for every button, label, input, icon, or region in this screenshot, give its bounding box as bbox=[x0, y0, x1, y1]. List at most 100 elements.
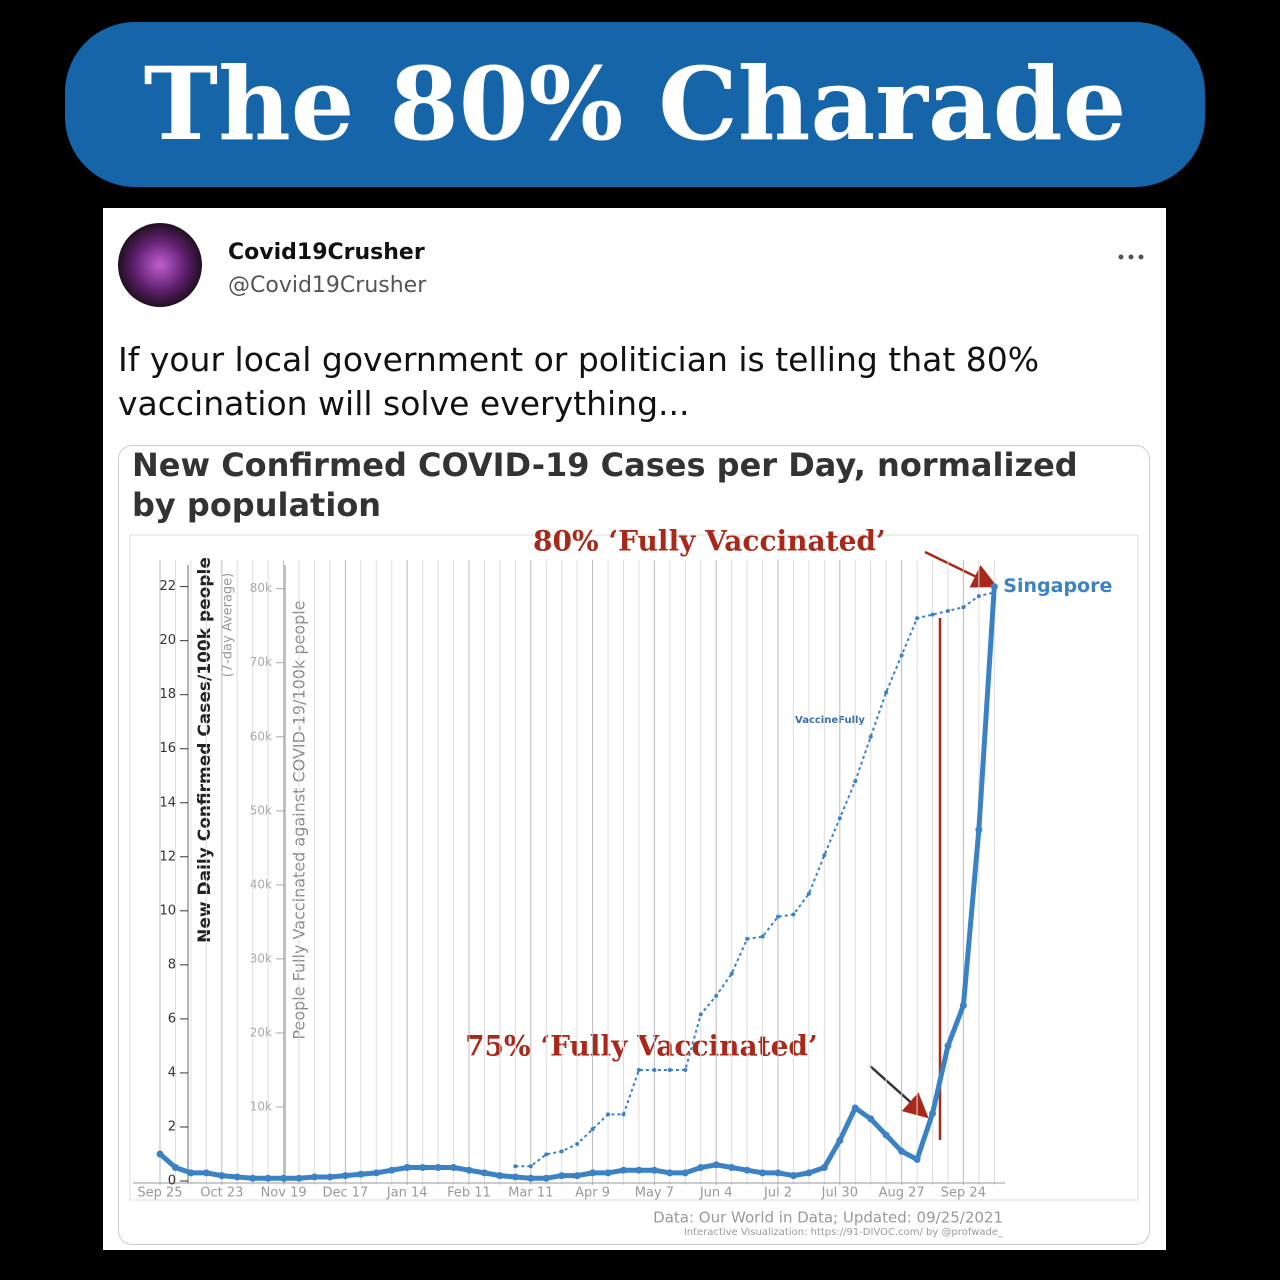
y2-tick-label: 80k bbox=[250, 581, 272, 595]
data-point bbox=[450, 1163, 458, 1171]
data-point bbox=[156, 1150, 164, 1158]
data-point bbox=[372, 1169, 380, 1177]
data-point bbox=[945, 608, 950, 613]
chart-title: New Confirmed COVID-19 Cases per Day, no… bbox=[132, 446, 1078, 524]
y-tick-label: 16 bbox=[159, 741, 176, 756]
data-point bbox=[311, 1173, 318, 1181]
data-point bbox=[712, 1161, 720, 1169]
data-point bbox=[635, 1166, 643, 1174]
y-axis-note: (7-day Average) bbox=[221, 573, 236, 678]
y-tick-label: 22 bbox=[159, 579, 176, 594]
data-point bbox=[652, 1067, 657, 1072]
data-point bbox=[774, 1169, 782, 1177]
data-point bbox=[759, 1169, 767, 1177]
data-point bbox=[899, 653, 904, 658]
x-tick-label: Aug 27 bbox=[879, 1186, 925, 1201]
y2-tick-label: 20k bbox=[250, 1025, 272, 1039]
annotation: 75% ‘Fully Vaccinated’ bbox=[465, 1030, 818, 1063]
x-tick-label: Feb 11 bbox=[447, 1186, 491, 1201]
y-tick-label: 0 bbox=[168, 1174, 176, 1189]
data-point bbox=[388, 1166, 396, 1174]
x-tick-label: Apr 9 bbox=[575, 1186, 610, 1201]
data-point bbox=[820, 1163, 828, 1171]
y-tick-label: 6 bbox=[168, 1011, 176, 1026]
data-point bbox=[187, 1169, 195, 1177]
y-tick-label: 8 bbox=[168, 957, 176, 972]
data-point bbox=[496, 1172, 504, 1180]
data-point bbox=[575, 1141, 580, 1146]
data-point bbox=[915, 616, 920, 621]
data-point bbox=[295, 1174, 303, 1182]
y-tick-label: 20 bbox=[159, 633, 176, 648]
data-point bbox=[465, 1166, 473, 1174]
y2-tick-label: 40k bbox=[250, 877, 272, 891]
data-point bbox=[666, 1169, 674, 1177]
annotation: 80% ‘Fully Vaccinated’ bbox=[533, 525, 886, 558]
data-point bbox=[729, 971, 734, 976]
x-tick-label: Jul 2 bbox=[763, 1186, 792, 1201]
data-point bbox=[837, 816, 842, 821]
data-point bbox=[558, 1172, 566, 1180]
y2-tick-label: 70k bbox=[250, 655, 272, 669]
y-tick-label: 12 bbox=[159, 849, 176, 864]
x-tick-label: Sep 24 bbox=[941, 1186, 986, 1201]
data-point bbox=[975, 826, 983, 834]
data-point bbox=[714, 993, 719, 998]
chart-frame bbox=[118, 445, 1150, 1245]
data-point bbox=[527, 1174, 535, 1182]
data-point bbox=[544, 1152, 549, 1157]
data-point bbox=[620, 1166, 627, 1174]
data-point bbox=[528, 1164, 533, 1169]
source-note: Interactive Visualization: https://91-DI… bbox=[684, 1227, 1004, 1238]
series-label: Singapore bbox=[1003, 575, 1112, 597]
data-point bbox=[513, 1164, 518, 1169]
data-point bbox=[589, 1169, 597, 1177]
data-point bbox=[511, 1173, 519, 1181]
data-point bbox=[171, 1163, 179, 1171]
data-point bbox=[264, 1174, 272, 1182]
plot-frame bbox=[129, 534, 1139, 1201]
data-point bbox=[898, 1147, 906, 1155]
data-point bbox=[990, 583, 998, 591]
data-point bbox=[959, 1001, 967, 1009]
data-point bbox=[776, 914, 780, 919]
data-point bbox=[559, 1149, 564, 1154]
banner bbox=[65, 22, 1205, 187]
banner-title: The 80% Charade bbox=[143, 45, 1127, 163]
data-point bbox=[606, 1112, 611, 1117]
y-tick-label: 4 bbox=[168, 1065, 176, 1080]
x-tick-label: May 7 bbox=[635, 1186, 674, 1201]
data-point bbox=[961, 605, 966, 610]
data-point bbox=[202, 1169, 210, 1177]
data-point bbox=[403, 1163, 411, 1171]
more-menu[interactable] bbox=[1118, 254, 1144, 260]
data-point bbox=[760, 934, 765, 939]
x-tick-label: Sep 25 bbox=[137, 1186, 182, 1201]
data-point bbox=[789, 1172, 797, 1180]
x-tick-label: Jul 30 bbox=[821, 1186, 858, 1201]
user-name[interactable]: Covid19Crusher bbox=[228, 240, 425, 265]
data-point bbox=[836, 1136, 844, 1144]
data-point bbox=[636, 1067, 641, 1072]
data-point bbox=[341, 1172, 349, 1180]
x-tick-label: Dec 17 bbox=[322, 1186, 368, 1201]
data-point bbox=[944, 1042, 952, 1050]
y2-tick-label: 60k bbox=[250, 729, 272, 743]
data-point bbox=[542, 1174, 550, 1182]
data-point bbox=[976, 594, 981, 599]
user-handle[interactable]: @Covid19Crusher bbox=[228, 273, 427, 298]
data-point bbox=[930, 612, 935, 617]
data-point bbox=[913, 1155, 921, 1163]
tweet-card bbox=[103, 208, 1166, 1250]
y2-tick-label: 50k bbox=[250, 803, 272, 817]
data-point bbox=[882, 1131, 890, 1139]
data-point bbox=[249, 1174, 257, 1182]
tweet-text: If your local government or politician i… bbox=[118, 340, 1040, 423]
y-tick-label: 14 bbox=[159, 795, 176, 810]
data-point bbox=[698, 1012, 703, 1017]
data-point bbox=[573, 1172, 581, 1180]
avatar[interactable] bbox=[118, 223, 202, 307]
data-point bbox=[280, 1174, 288, 1182]
annotation-arrow bbox=[924, 550, 998, 588]
